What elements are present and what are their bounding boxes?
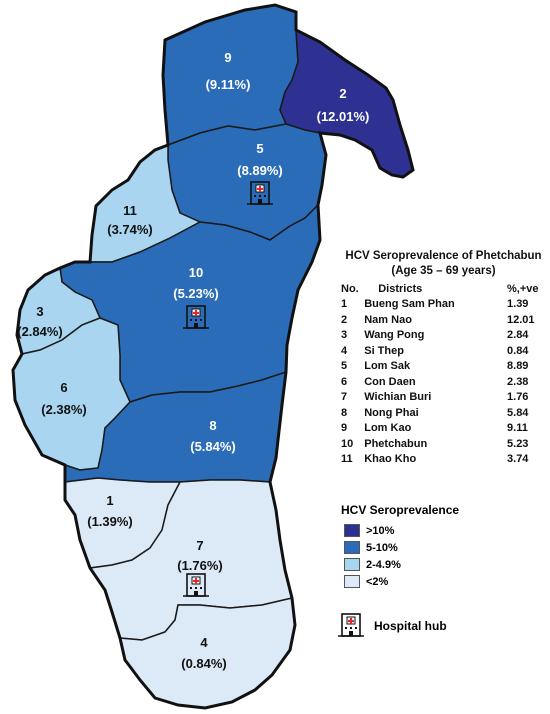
label-3-pct: (2.84%): [17, 324, 63, 339]
label-2-pct: (12.01%): [317, 109, 370, 124]
row-value: 5.23: [507, 437, 529, 450]
row-name: Nam Nao: [364, 313, 412, 326]
swatch-high: [344, 524, 360, 537]
label-10-no: 10: [189, 265, 203, 280]
hub-label: Hospital hub: [374, 619, 447, 633]
scale-label: <2%: [366, 575, 389, 588]
label-6-no: 6: [60, 380, 67, 395]
row-no: 1: [341, 298, 348, 311]
table-row: 7 Wichian Buri 1.76: [341, 390, 546, 406]
hospital-icon: [247, 181, 273, 205]
label-9-pct: (9.11%): [206, 77, 251, 92]
table-row: 1 Bueng Sam Phan 1.39: [341, 297, 546, 313]
row-no: 4: [341, 344, 348, 357]
row-value: 1.39: [507, 298, 529, 311]
table-row: 5 Lom Sak 8.89: [341, 359, 546, 375]
row-name: Lom Kao: [364, 422, 412, 435]
row-name: Con Daen: [364, 375, 416, 388]
table-row: 8 Nong Phai 5.84: [341, 405, 546, 421]
hospital-icon: [183, 305, 209, 329]
district-9-lom-kao: [162, 4, 299, 147]
row-value: 9.11: [507, 422, 528, 435]
scale-title: HCV Seroprevalence: [341, 503, 460, 517]
swatch-low: [344, 558, 360, 571]
table-row: 10 Phetchabun 5.23: [341, 436, 546, 452]
row-no: 3: [341, 329, 348, 342]
header-no: No.: [341, 282, 359, 295]
label-8-pct: (5.84%): [190, 439, 236, 454]
row-name: Lom Sak: [364, 360, 411, 373]
row-value: 2.84: [507, 329, 529, 342]
legend-title: HCV Seroprevalence of Phetchabun (Age 35…: [341, 249, 546, 279]
scale-label: 2-4.9%: [366, 558, 401, 571]
label-8-no: 8: [209, 418, 216, 433]
table-row: 6 Con Daen 2.38: [341, 374, 546, 390]
district-legend: HCV Seroprevalence of Phetchabun (Age 35…: [341, 249, 546, 467]
row-name: Si Thep: [364, 344, 404, 357]
row-no: 8: [341, 406, 348, 419]
hospital-hub-legend: Hospital hub: [336, 612, 447, 640]
row-value: 12.01: [507, 313, 535, 326]
table-row: 9 Lom Kao 9.11: [341, 421, 546, 437]
swatch-medium: [344, 541, 360, 554]
row-value: 2.38: [507, 375, 529, 388]
row-no: 7: [341, 391, 348, 404]
row-value: 1.76: [507, 391, 529, 404]
row-name: Nong Phai: [364, 406, 419, 419]
row-name: Wang Pong: [364, 329, 425, 342]
label-11-pct: (3.74%): [107, 222, 153, 237]
label-3-no: 3: [36, 304, 43, 319]
province-outline: [11, 3, 415, 710]
label-5-no: 5: [256, 141, 263, 156]
label-5-pct: (8.89%): [237, 163, 283, 178]
row-name: Phetchabun: [364, 437, 428, 450]
row-value: 3.74: [507, 453, 529, 466]
table-header: No. Districts %,+ve: [341, 281, 546, 297]
table-row: 4 Si Thep 0.84: [341, 343, 546, 359]
label-4-pct: (0.84%): [181, 656, 227, 671]
row-name: Wichian Buri: [364, 391, 432, 404]
label-1-no: 1: [106, 493, 113, 508]
row-no: 6: [341, 375, 348, 388]
row-no: 11: [341, 453, 353, 466]
scale-item: 5-10%: [344, 541, 398, 554]
label-2-no: 2: [339, 86, 346, 101]
label-9-no: 9: [224, 50, 231, 65]
label-7-no: 7: [196, 538, 203, 553]
table-row: 3 Wang Pong 2.84: [341, 328, 546, 344]
label-7-pct: (1.76%): [177, 558, 223, 573]
legend-title-line1: HCV Seroprevalence of Phetchabun: [345, 250, 542, 262]
row-no: 5: [341, 360, 348, 373]
row-name: Bueng Sam Phan: [364, 298, 455, 311]
scale-item: >10%: [344, 524, 394, 537]
district-table: No. Districts %,+ve 1 Bueng Sam Phan 1.39 …: [341, 281, 546, 467]
row-no: 2: [341, 313, 348, 326]
label-6-pct: (2.38%): [41, 402, 87, 417]
label-4-no: 4: [200, 635, 208, 650]
label-10-pct: (5.23%): [173, 286, 219, 301]
scale-label: >10%: [366, 524, 395, 537]
header-value: %,+ve: [507, 282, 539, 295]
row-name: Khao Kho: [364, 453, 417, 466]
table-row: 2 Nam Nao 12.01: [341, 312, 546, 328]
legend-title-line2: (Age 35 – 69 years): [391, 265, 496, 277]
header-district: Districts: [378, 282, 423, 295]
row-value: 5.84: [507, 406, 529, 419]
label-11-no: 11: [123, 203, 137, 218]
hospital-icon: [337, 613, 365, 637]
scale-item: <2%: [344, 575, 388, 588]
label-1-pct: (1.39%): [87, 514, 133, 529]
row-value: 0.84: [507, 344, 529, 357]
row-no: 10: [341, 437, 354, 450]
table-row: 11 Khao Kho 3.74: [341, 452, 546, 468]
swatch-lowest: [344, 575, 360, 588]
scale-label: 5-10%: [366, 541, 398, 554]
row-no: 9: [341, 422, 348, 435]
row-value: 8.89: [507, 360, 529, 373]
scale-item: 2-4.9%: [344, 558, 401, 571]
